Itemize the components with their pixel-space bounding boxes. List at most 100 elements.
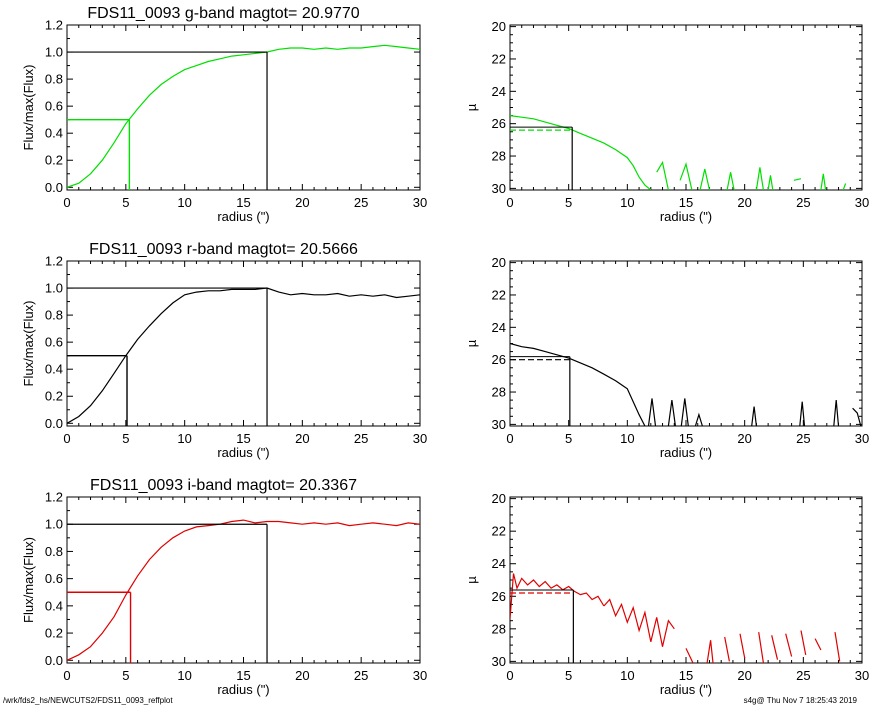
x-tick-label: 10	[620, 431, 634, 446]
x-tick-label: 30	[413, 195, 427, 210]
x-axis-label: radius (")	[217, 445, 269, 460]
y-tick-label: 24	[492, 84, 506, 99]
data-layer	[67, 287, 420, 426]
x-tick-label: 5	[122, 668, 129, 683]
y-axis-label: µ	[464, 103, 479, 111]
x-tick-label: 25	[796, 668, 810, 683]
y-tick-label: 20	[492, 19, 506, 34]
y-tick-label: 0.4	[45, 126, 63, 141]
x-tick-label: 5	[122, 195, 129, 210]
x-tick-label: 25	[354, 195, 368, 210]
x-tick-label: 15	[236, 195, 250, 210]
data-layer	[67, 519, 420, 663]
axis-frame	[509, 496, 863, 664]
x-tick-label: 20	[737, 195, 751, 210]
x-axis-label: radius (")	[660, 209, 712, 224]
profile-segment	[767, 175, 774, 190]
y-tick-label: 30	[492, 417, 506, 432]
axis-frame	[66, 496, 421, 664]
data-layer	[510, 342, 862, 426]
x-tick-label: 10	[177, 431, 191, 446]
profile-segment	[726, 172, 735, 190]
y-tick-label: 26	[492, 116, 506, 131]
x-tick-label: 25	[796, 195, 810, 210]
y-tick-label: 0.6	[45, 99, 63, 114]
x-tick-label: 20	[295, 195, 309, 210]
x-tick-label: 0	[63, 668, 70, 683]
y-tick-label: 0.2	[45, 153, 63, 168]
profile-segment	[834, 632, 841, 662]
data-layer	[510, 115, 847, 190]
chart-panel-i-growth: 0 5 10 15 20 25 30 0.0 0.2 0.4 0.6 0.8 1.0 1.2 radius …	[21, 477, 427, 697]
chart-title: FDS11_0093 g-band magtot= 20.9770	[87, 5, 359, 22]
y-tick-label: 28	[492, 149, 506, 164]
y-tick-label: 20	[492, 491, 506, 506]
axis-frame	[509, 260, 863, 427]
y-tick-label: 0.0	[45, 180, 63, 195]
x-tick-label: 10	[177, 668, 191, 683]
x-tick-label: 10	[177, 195, 191, 210]
axis-frame	[66, 260, 421, 427]
x-axis-label: radius (")	[217, 682, 269, 697]
x-tick-label: 15	[679, 431, 693, 446]
profile-segment	[842, 183, 847, 190]
y-axis-label: µ	[464, 576, 479, 584]
chart-panel-g-growth: 0 5 10 15 20 25 30 0.0 0.2 0.4 0.6 0.8 1.0 1.2 radius …	[21, 5, 427, 224]
x-tick-label: 25	[796, 431, 810, 446]
x-tick-label: 0	[506, 431, 513, 446]
growth-curve	[67, 44, 420, 188]
x-tick-label: 0	[506, 195, 513, 210]
x-tick-label: 30	[855, 431, 869, 446]
profile-segment	[833, 400, 840, 426]
y-tick-label: 0.6	[45, 335, 63, 350]
profile-segment	[656, 160, 669, 190]
chart-title: FDS11_0093 r-band magtot= 20.5666	[89, 241, 358, 258]
profile-segment	[793, 178, 802, 181]
y-tick-label: 20	[492, 255, 506, 270]
x-tick-label: 5	[565, 195, 572, 210]
x-tick-label: 30	[855, 668, 869, 683]
chart-panel-r-profile: 0 5 10 15 20 25 30 20 22 24 26 28 30 radius (") µ	[464, 255, 869, 460]
profile-segment	[820, 173, 827, 190]
x-tick-label: 15	[679, 195, 693, 210]
y-tick-label: 1.0	[45, 281, 63, 296]
growth-curve	[67, 519, 420, 661]
footer-path: /wrk/fds2_hs/NEWCUTS2/FDS11_0093_reffplo…	[3, 696, 173, 705]
profile-segment	[771, 635, 779, 660]
y-tick-label: 28	[492, 385, 506, 400]
profile-segment	[724, 636, 730, 662]
y-tick-label: 26	[492, 352, 506, 367]
profile-segment	[800, 630, 807, 656]
x-axis-label: radius (")	[217, 209, 269, 224]
y-axis-label: Flux/max(Flux)	[21, 301, 36, 387]
y-tick-label: 0.8	[45, 308, 63, 323]
y-tick-label: 22	[492, 287, 506, 302]
x-tick-label: 10	[620, 668, 634, 683]
x-axis-label: radius (")	[660, 682, 712, 697]
data-layer	[67, 44, 420, 190]
profile-segment	[694, 412, 703, 426]
y-tick-label: 30	[492, 654, 506, 669]
profile-segment	[755, 167, 764, 190]
y-tick-label: 1.0	[45, 517, 63, 532]
y-tick-label: 0.8	[45, 72, 63, 87]
profile-segment	[699, 168, 711, 190]
x-tick-label: 10	[620, 195, 634, 210]
chart-panel-r-growth: 0 5 10 15 20 25 30 0.0 0.2 0.4 0.6 0.8 1.0 1.2 radius …	[21, 241, 427, 460]
x-tick-label: 30	[413, 668, 427, 683]
profile-segment	[751, 406, 757, 426]
x-tick-label: 20	[737, 431, 751, 446]
y-tick-label: 24	[492, 320, 506, 335]
y-tick-label: 1.2	[45, 490, 63, 505]
y-tick-label: 0.2	[45, 626, 63, 641]
y-tick-label: 0.0	[45, 653, 63, 668]
profile-segment	[510, 115, 652, 190]
profile-segment	[510, 573, 605, 620]
profile-segment	[603, 598, 675, 647]
x-tick-label: 0	[63, 431, 70, 446]
footer-timestamp: s4g@ Thu Nov 7 18:25:43 2019	[743, 696, 857, 705]
profile-segment	[758, 632, 764, 663]
axis-frame	[66, 24, 421, 191]
x-tick-label: 5	[565, 668, 572, 683]
